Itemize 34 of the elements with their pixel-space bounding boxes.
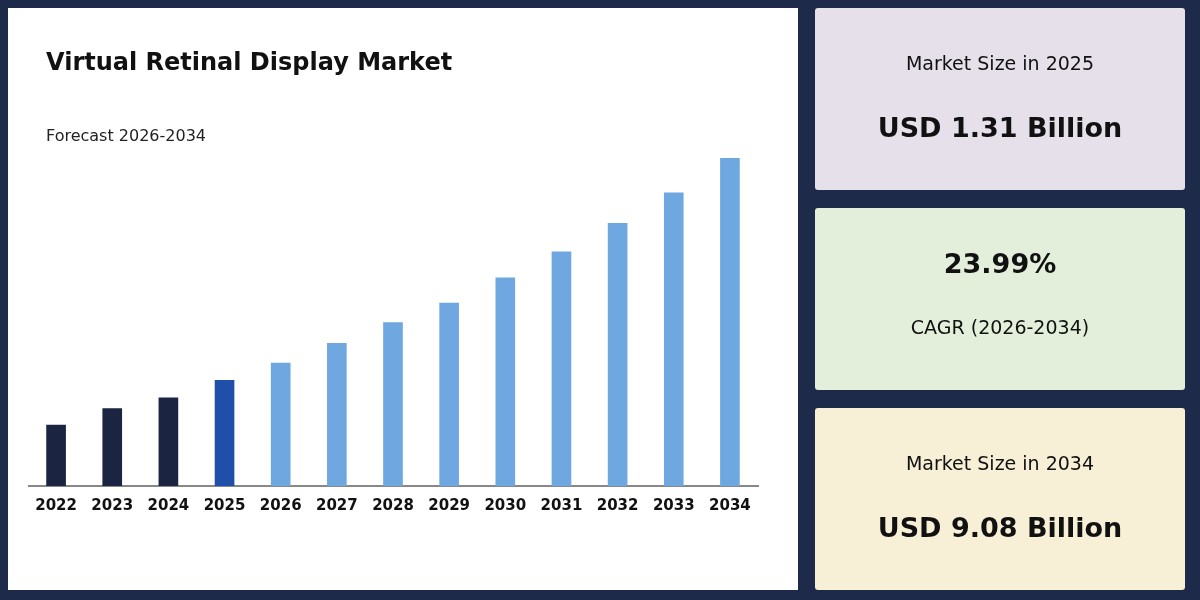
x-tick-label: 2023 bbox=[91, 495, 134, 514]
bar bbox=[439, 302, 459, 486]
x-tick-label: 2024 bbox=[147, 495, 190, 514]
text: USD 1.31 Billion bbox=[876, 112, 1124, 143]
x-tick-label: 2026 bbox=[259, 495, 302, 514]
bar bbox=[270, 362, 291, 486]
bar bbox=[495, 277, 516, 486]
text: USD 9.08 Billion bbox=[876, 512, 1124, 543]
text: CAGR (2026-2034) bbox=[909, 316, 1091, 338]
text: 23.99% bbox=[942, 248, 1058, 279]
x-tick-label: 2025 bbox=[203, 495, 246, 514]
x-tick-label: 2028 bbox=[372, 495, 414, 514]
bar bbox=[607, 222, 628, 486]
bar bbox=[102, 408, 123, 486]
text: Market Size in 2025 bbox=[904, 52, 1096, 74]
x-tick-label: 2022 bbox=[35, 495, 77, 514]
chart-title: Virtual Retinal Display Market bbox=[46, 48, 453, 76]
x-tick-label: 2034 bbox=[709, 495, 751, 514]
x-tick-label: 2032 bbox=[596, 495, 639, 514]
x-tick-label: 2030 bbox=[484, 495, 527, 514]
bar bbox=[551, 251, 572, 486]
x-tick-label: 2033 bbox=[652, 495, 695, 514]
bar bbox=[720, 158, 740, 486]
bar bbox=[663, 192, 684, 486]
text: Market Size in 2034 bbox=[904, 452, 1096, 474]
x-tick-label: 2031 bbox=[540, 495, 583, 514]
x-tick-label: 2029 bbox=[428, 495, 471, 514]
chart-subtitle: Forecast 2026-2034 bbox=[46, 126, 206, 145]
bar bbox=[46, 424, 66, 486]
bar bbox=[214, 380, 235, 486]
x-tick-label: 2027 bbox=[315, 495, 358, 514]
bar bbox=[327, 342, 347, 486]
bar bbox=[383, 322, 403, 486]
bar bbox=[158, 397, 179, 486]
